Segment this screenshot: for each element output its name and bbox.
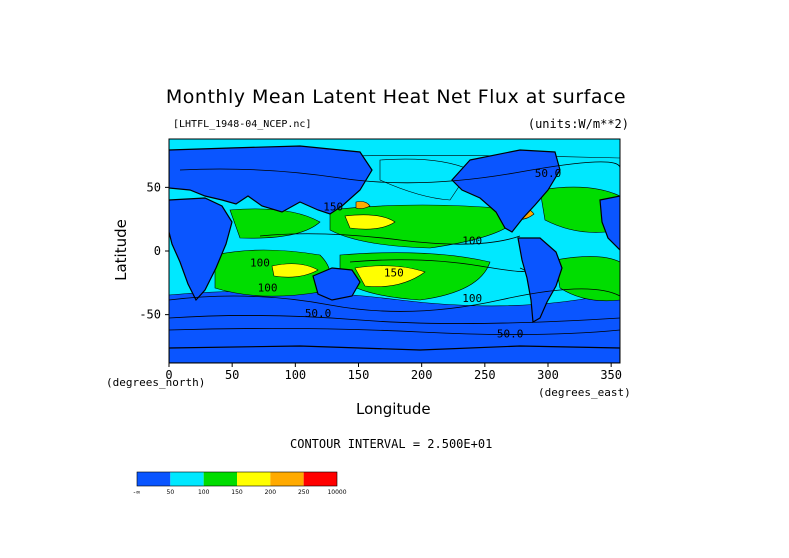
y-axis-label: Latitude xyxy=(112,219,130,281)
colorbar-swatch xyxy=(237,472,271,486)
contour-lines xyxy=(169,161,620,335)
x-tick-label: 200 xyxy=(411,368,433,382)
colorbar-swatch xyxy=(270,472,304,486)
colorbar: -∞ 50 100 150 200 250 10000 xyxy=(133,471,347,496)
colorbar-frame xyxy=(136,471,338,487)
x-tick-label: 250 xyxy=(474,368,496,382)
y-tick-label: -50 xyxy=(139,308,161,322)
region-south-atlantic xyxy=(554,256,620,302)
x-tick-label: 100 xyxy=(284,368,306,382)
colorbar-swatch xyxy=(203,472,237,486)
land-australia xyxy=(312,267,361,301)
land-antarctica xyxy=(169,345,620,363)
region-subtropical-atlantic xyxy=(539,186,620,233)
colorbar-tick-label: 50 xyxy=(167,489,175,496)
region-tropical-indian-ocean xyxy=(229,208,321,239)
x-tick-label: 0 xyxy=(165,368,172,382)
contour-label-layer: 50.0 150 100 100 100 150 100 50.0 50.0 xyxy=(250,167,561,340)
colorbar-swatch xyxy=(303,472,337,486)
contour-label: 100 xyxy=(250,256,270,269)
region-warm-pool-maxima xyxy=(344,214,396,230)
x-tick-label: 300 xyxy=(537,368,559,382)
contour-label: 100 xyxy=(258,282,278,295)
colorbar-tick-label: 150 xyxy=(231,489,243,496)
colorbar-tick-label: 10000 xyxy=(327,489,346,496)
contour-interval-text: CONTOUR INTERVAL = 2.500E+01 xyxy=(290,437,493,451)
land-south-america xyxy=(517,237,563,323)
colorbar-tick-label: -∞ xyxy=(133,489,140,496)
contour-label: 150 xyxy=(384,266,404,279)
land-eurasia xyxy=(169,145,373,215)
region-south-pacific-convergence-maximum xyxy=(354,265,426,287)
x-axis-label: Longitude xyxy=(356,400,431,418)
x-tick-label: 350 xyxy=(600,368,622,382)
dataset-file-label: [LHTFL_1948-04_NCEP.nc] xyxy=(173,119,312,130)
land-africa-east xyxy=(599,195,620,251)
x-tick-label: 150 xyxy=(348,368,370,382)
colorbar-tick-label: 250 xyxy=(298,489,310,496)
colorbar-tick-label: 200 xyxy=(265,489,277,496)
units-label: (units:W/m**2) xyxy=(527,117,629,131)
contour-label: 50.0 xyxy=(535,167,562,180)
y-tick-label: 50 xyxy=(147,180,161,194)
region-kuroshio-maximum xyxy=(355,201,371,209)
chart-title: Monthly Mean Latent Heat Net Flux at sur… xyxy=(165,86,627,108)
colorbar-swatch xyxy=(137,472,171,486)
y-units-label: (degrees_east) xyxy=(538,386,631,399)
contour-label: 50.0 xyxy=(497,328,524,341)
colorbar-tick-label: 100 xyxy=(198,489,210,496)
y-tick-label: 0 xyxy=(154,244,161,258)
contour-label: 150 xyxy=(323,200,343,213)
contour-label: 100 xyxy=(462,292,482,305)
axes: 0 50 100 150 200 250 300 350 -50 0 50 xyxy=(139,180,622,382)
colorbar-swatch xyxy=(170,472,204,486)
contour-label: 50.0 xyxy=(305,307,332,320)
x-units-label: (degrees_north) xyxy=(106,376,206,389)
land-africa xyxy=(169,197,233,302)
region-indian-ocean-trade-wind-maximum xyxy=(271,263,319,278)
continents xyxy=(169,145,620,363)
x-tick-label: 50 xyxy=(225,368,239,382)
contour-label: 100 xyxy=(462,235,482,248)
land-north-america xyxy=(451,149,561,233)
